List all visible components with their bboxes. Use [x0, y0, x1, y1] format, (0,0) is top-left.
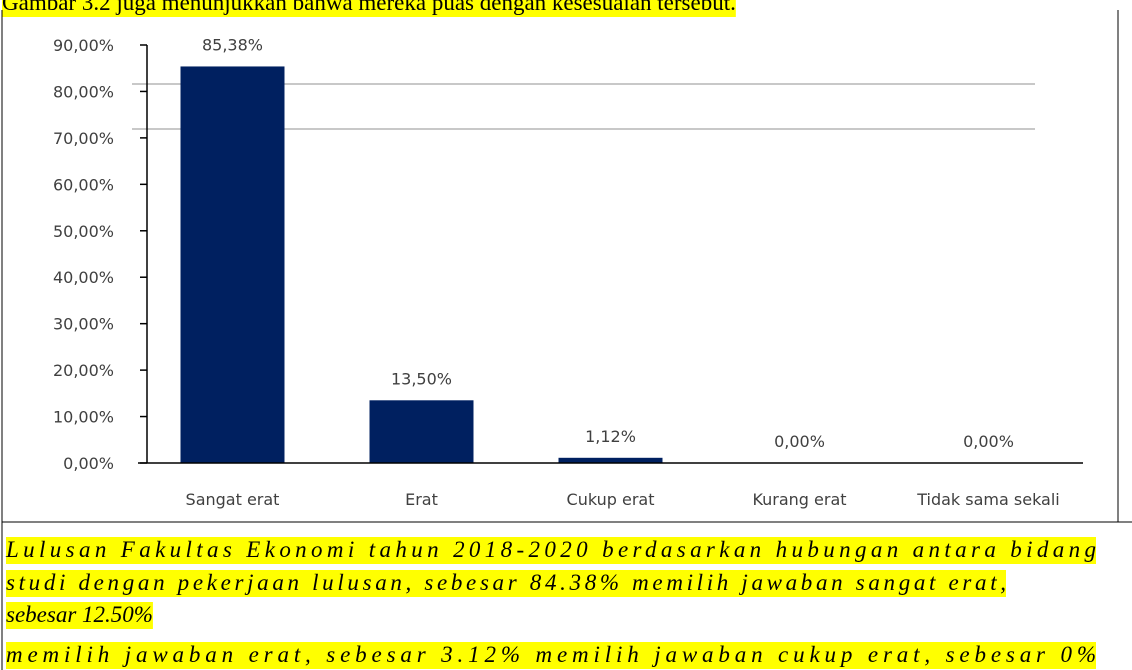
highlight [6, 642, 1096, 669]
y-tick-label: 50,00% [53, 222, 114, 241]
caption-line: Lulusan Fakultas Ekonomi tahun 2018-2020… [5, 537, 1096, 562]
data-label: 1,12% [585, 427, 636, 446]
data-label: 85,38% [202, 35, 263, 54]
y-tick-label: 10,00% [53, 408, 114, 427]
y-tick-label: 90,00% [53, 36, 114, 55]
data-label: 13,50% [391, 369, 452, 388]
y-tick-label: 20,00% [53, 361, 114, 380]
bar [558, 457, 663, 463]
x-tick-label: Sangat erat [186, 490, 280, 509]
highlight [6, 537, 1096, 564]
chart: 0,00% 10,00% 20,00% 30,00% 40,00% 50,00% 60,00… [53, 35, 1083, 509]
highlights [2, 0, 1096, 669]
highlight [2, 0, 736, 17]
data-label: 0,00% [963, 432, 1014, 451]
header-text: Gambar 3.2 juga menunjukkan bahwa mereka… [2, 0, 736, 15]
data-label: 0,00% [774, 432, 825, 451]
caption-line: sebesar 12.50% [6, 602, 153, 627]
bar [180, 66, 285, 463]
y-tick-label: 60,00% [53, 175, 114, 194]
x-tick-label: Kurang erat [752, 490, 846, 509]
y-tick-label: 70,00% [53, 129, 114, 148]
y-tick-label: 30,00% [53, 315, 114, 334]
y-tick-label: 40,00% [53, 268, 114, 287]
highlight [6, 602, 153, 629]
x-tick-label: Erat [405, 490, 438, 509]
bar [369, 400, 474, 463]
highlight [6, 570, 1006, 597]
x-tick-label: Tidak sama sekali [916, 490, 1060, 509]
y-tick-label: 0,00% [63, 454, 114, 473]
y-tick-label: 80,00% [53, 82, 114, 101]
x-tick-label: Cukup erat [567, 490, 655, 509]
